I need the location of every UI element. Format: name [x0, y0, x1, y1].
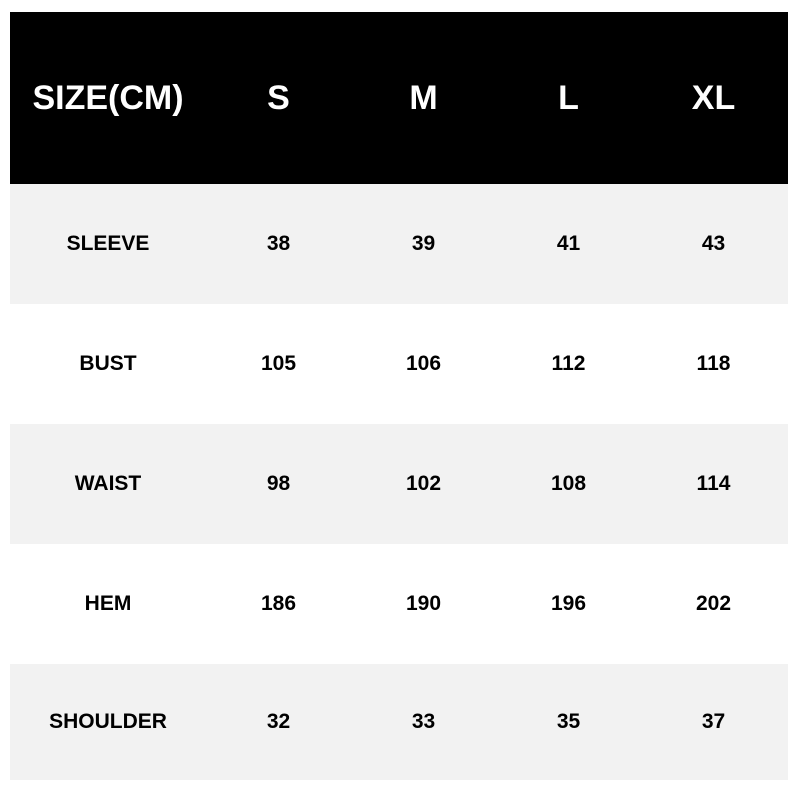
table-cell: 98 [266, 472, 291, 495]
table-cell: 39 [411, 232, 436, 255]
row-label: WAIST [74, 472, 142, 495]
table-row: BUST 105 106 112 118 [10, 304, 788, 424]
table-cell: 37 [701, 710, 726, 733]
table-cell: 112 [551, 352, 586, 375]
row-label: SHOULDER [49, 710, 167, 733]
table-cell: 190 [405, 592, 442, 615]
table-cell: 118 [696, 352, 731, 375]
table-cell: 114 [696, 472, 731, 495]
table-cell: 41 [556, 232, 581, 255]
table-cell: 102 [405, 472, 442, 495]
size-chart-table: SIZE(CM) S M L XL SLEEVE 38 39 41 43 BUST 105 1… [10, 12, 788, 780]
table-row: SHOULDER 32 33 35 37 [10, 664, 788, 780]
row-label: HEM [84, 592, 132, 615]
table-header: SIZE(CM) S M L XL [10, 12, 788, 184]
table-row: SLEEVE 38 39 41 43 [10, 184, 788, 304]
table-cell: 202 [695, 592, 732, 615]
header-cell: SIZE(CM) [32, 78, 184, 117]
header-cell: XL [691, 78, 736, 117]
row-label: SLEEVE [66, 232, 150, 255]
table-cell: 33 [411, 710, 436, 733]
table-cell: 38 [266, 232, 291, 255]
table-cell: 43 [701, 232, 726, 255]
header-cell: M [409, 78, 438, 117]
table-cell: 106 [405, 352, 442, 375]
header-cell: S [267, 78, 290, 117]
table-cell: 186 [260, 592, 297, 615]
table-row: WAIST 98 102 108 114 [10, 424, 788, 544]
table-cell: 105 [260, 352, 297, 375]
table-cell: 196 [550, 592, 587, 615]
table-cell: 32 [266, 710, 291, 733]
table-row: HEM 186 190 196 202 [10, 544, 788, 664]
header-cell: L [558, 78, 579, 117]
row-label: BUST [79, 352, 137, 375]
table-cell: 35 [556, 710, 581, 733]
table-cell: 108 [550, 472, 587, 495]
